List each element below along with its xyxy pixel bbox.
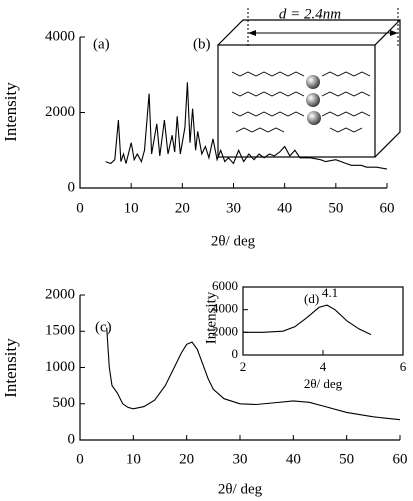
y-tick-label: 0 bbox=[68, 431, 76, 447]
chains bbox=[231, 71, 371, 133]
y-tick-label: 4000 bbox=[212, 301, 238, 316]
panel-label: (a) bbox=[93, 36, 110, 52]
x-tick-label: 50 bbox=[339, 451, 354, 467]
y-axis-label: Intensity bbox=[1, 338, 20, 398]
y-tick-label: 1500 bbox=[45, 323, 75, 339]
x-tick-label: 40 bbox=[286, 451, 301, 467]
panel-label: (c) bbox=[95, 319, 112, 335]
panel-label: (b) bbox=[193, 36, 211, 52]
dimension-label: d = 2.4nm bbox=[279, 6, 341, 22]
x-tick-label: 20 bbox=[175, 200, 190, 216]
data-line bbox=[106, 327, 401, 421]
y-tick-label: 2000 bbox=[45, 286, 75, 302]
x-tick-label: 10 bbox=[124, 200, 139, 216]
x-axis-label: 2θ/ deg bbox=[218, 481, 263, 497]
x-tick-label: 4 bbox=[320, 359, 327, 374]
y-tick-label: 0 bbox=[68, 179, 76, 195]
inset-background bbox=[243, 287, 403, 355]
sphere bbox=[307, 111, 321, 125]
x-axis-label: 2θ/ deg bbox=[304, 376, 343, 391]
x-tick-label: 6 bbox=[400, 359, 407, 374]
y-tick-label: 1000 bbox=[45, 359, 75, 375]
x-tick-label: 0 bbox=[76, 451, 84, 467]
x-axis-label: 2θ/ deg bbox=[211, 233, 256, 249]
y-tick-label: 0 bbox=[232, 346, 239, 361]
x-tick-label: 50 bbox=[328, 200, 343, 216]
data-line bbox=[105, 82, 388, 170]
y-tick-label: 4000 bbox=[45, 28, 75, 44]
sphere bbox=[306, 75, 320, 89]
arrow-head bbox=[248, 30, 256, 36]
x-tick-label: 0 bbox=[76, 200, 84, 216]
box-front bbox=[217, 44, 376, 158]
data-line bbox=[243, 304, 372, 336]
y-tick-label: 6000 bbox=[212, 278, 238, 293]
y-tick-label: 500 bbox=[53, 395, 76, 411]
sphere bbox=[306, 93, 320, 107]
x-tick-label: 30 bbox=[226, 200, 241, 216]
x-tick-label: 20 bbox=[179, 451, 194, 467]
schematic: d = 2.4nm (b) bbox=[193, 6, 401, 158]
arrow-head bbox=[390, 30, 398, 36]
x-tick-label: 30 bbox=[233, 451, 248, 467]
x-tick-label: 2 bbox=[240, 359, 247, 374]
panel-label: (d) bbox=[304, 291, 319, 306]
y-axis-label: Intensity bbox=[1, 82, 20, 142]
y-axis-label: Intensity bbox=[203, 291, 219, 344]
chart-panel: 2 4 6 0 2000 4000 6000 (d) 2θ/ deg Intensity 4.1 bbox=[203, 278, 406, 391]
x-tick-label: 60 bbox=[380, 200, 395, 216]
y-tick-label: 2000 bbox=[212, 323, 238, 338]
x-tick-label: 60 bbox=[393, 451, 408, 467]
chart-panel: 0 10 20 30 40 50 60 0 2000 4000 (a) 2θ/ deg Intensit… bbox=[1, 28, 395, 249]
x-tick-label: 40 bbox=[277, 200, 292, 216]
y-tick-label: 2000 bbox=[45, 104, 75, 120]
x-tick-label: 10 bbox=[126, 451, 141, 467]
peak-annotation: 4.1 bbox=[322, 285, 338, 300]
